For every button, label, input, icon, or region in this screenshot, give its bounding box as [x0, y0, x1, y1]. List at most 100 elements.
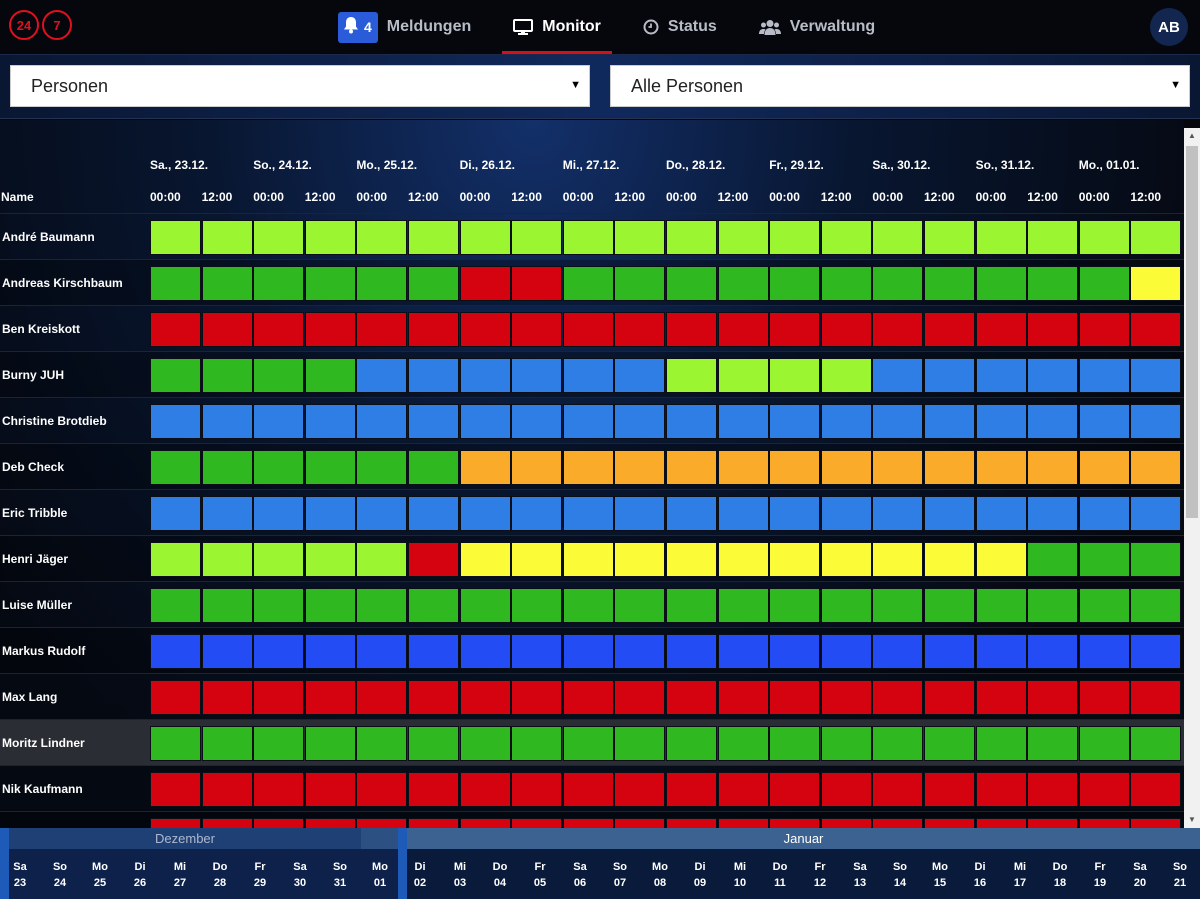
status-cell[interactable]: [717, 634, 769, 669]
status-cell[interactable]: [150, 726, 201, 761]
timeline-day[interactable]: So 14: [880, 859, 920, 891]
status-cell[interactable]: [511, 496, 563, 531]
status-cell[interactable]: [562, 772, 614, 807]
status-cell[interactable]: [872, 772, 924, 807]
status-cell[interactable]: [975, 266, 1027, 301]
status-cell[interactable]: [666, 726, 717, 761]
status-cell[interactable]: [408, 266, 459, 301]
status-cell[interactable]: [562, 542, 614, 577]
status-cell[interactable]: [872, 818, 924, 828]
status-cell[interactable]: [717, 404, 769, 439]
status-cell[interactable]: [459, 266, 511, 301]
person-row[interactable]: Markus Rudolf: [0, 627, 1184, 673]
status-cell[interactable]: [356, 496, 408, 531]
timeline-day[interactable]: So 21: [1160, 859, 1200, 891]
status-cell[interactable]: [769, 542, 821, 577]
status-cell[interactable]: [408, 496, 459, 531]
status-cell[interactable]: [717, 496, 769, 531]
status-cell[interactable]: [820, 404, 872, 439]
timeline-day[interactable]: Fr 05: [520, 859, 560, 891]
status-cell[interactable]: [150, 266, 201, 301]
status-cell[interactable]: [150, 450, 201, 485]
status-cell[interactable]: [304, 772, 356, 807]
status-cell[interactable]: [666, 496, 717, 531]
status-cell[interactable]: [253, 496, 305, 531]
status-cell[interactable]: [769, 634, 821, 669]
status-cell[interactable]: [1130, 404, 1182, 439]
timeline-day[interactable]: Mi 17: [1000, 859, 1040, 891]
status-cell[interactable]: [253, 588, 305, 623]
status-cell[interactable]: [872, 404, 924, 439]
status-cell[interactable]: [975, 496, 1027, 531]
status-cell[interactable]: [1027, 772, 1079, 807]
status-cell[interactable]: [562, 266, 614, 301]
status-cell[interactable]: [614, 588, 666, 623]
status-cell[interactable]: [975, 588, 1027, 623]
status-cell[interactable]: [820, 588, 872, 623]
status-cell[interactable]: [562, 588, 614, 623]
status-cell[interactable]: [511, 358, 563, 393]
status-cell[interactable]: [459, 726, 511, 761]
status-cell[interactable]: [614, 772, 666, 807]
status-cell[interactable]: [253, 634, 305, 669]
status-cell[interactable]: [1027, 542, 1079, 577]
status-cell[interactable]: [304, 496, 356, 531]
status-cell[interactable]: [408, 726, 459, 761]
status-cell[interactable]: [201, 266, 253, 301]
status-cell[interactable]: [253, 404, 305, 439]
status-cell[interactable]: [356, 818, 408, 828]
status-cell[interactable]: [408, 634, 459, 669]
status-cell[interactable]: [511, 680, 563, 715]
timeline-day[interactable]: Sa 30: [280, 859, 320, 891]
status-cell[interactable]: [717, 450, 769, 485]
status-cell[interactable]: [253, 312, 305, 347]
status-cell[interactable]: [924, 220, 975, 255]
status-cell[interactable]: [666, 358, 717, 393]
timeline-day[interactable]: Mo 15: [920, 859, 960, 891]
status-cell[interactable]: [872, 312, 924, 347]
status-cell[interactable]: [511, 726, 563, 761]
status-cell[interactable]: [614, 680, 666, 715]
status-cell[interactable]: [459, 496, 511, 531]
status-cell[interactable]: [201, 450, 253, 485]
status-cell[interactable]: [924, 266, 975, 301]
type-select[interactable]: Personen ▼: [10, 65, 590, 107]
status-cell[interactable]: [975, 818, 1027, 828]
status-cell[interactable]: [769, 588, 821, 623]
status-cell[interactable]: [253, 220, 305, 255]
status-cell[interactable]: [975, 404, 1027, 439]
status-cell[interactable]: [1027, 588, 1079, 623]
status-cell[interactable]: [924, 818, 975, 828]
status-cell[interactable]: [614, 404, 666, 439]
status-cell[interactable]: [1027, 450, 1079, 485]
status-cell[interactable]: [408, 312, 459, 347]
status-cell[interactable]: [201, 772, 253, 807]
status-cell[interactable]: [408, 588, 459, 623]
status-cell[interactable]: [614, 818, 666, 828]
status-cell[interactable]: [304, 634, 356, 669]
status-cell[interactable]: [872, 680, 924, 715]
status-cell[interactable]: [201, 542, 253, 577]
status-cell[interactable]: [975, 450, 1027, 485]
status-cell[interactable]: [304, 312, 356, 347]
status-cell[interactable]: [459, 220, 511, 255]
status-cell[interactable]: [1078, 312, 1130, 347]
status-cell[interactable]: [562, 726, 614, 761]
status-cell[interactable]: [356, 542, 408, 577]
status-cell[interactable]: [872, 220, 924, 255]
timeline-day[interactable]: So 07: [600, 859, 640, 891]
status-cell[interactable]: [614, 358, 666, 393]
status-cell[interactable]: [253, 680, 305, 715]
status-cell[interactable]: [666, 772, 717, 807]
status-cell[interactable]: [356, 312, 408, 347]
status-cell[interactable]: [201, 634, 253, 669]
status-cell[interactable]: [820, 496, 872, 531]
person-row[interactable]: André Baumann: [0, 213, 1184, 259]
status-cell[interactable]: [975, 726, 1027, 761]
status-cell[interactable]: [872, 450, 924, 485]
status-cell[interactable]: [459, 588, 511, 623]
status-cell[interactable]: [924, 634, 975, 669]
status-cell[interactable]: [820, 772, 872, 807]
status-cell[interactable]: [201, 404, 253, 439]
status-cell[interactable]: [562, 450, 614, 485]
